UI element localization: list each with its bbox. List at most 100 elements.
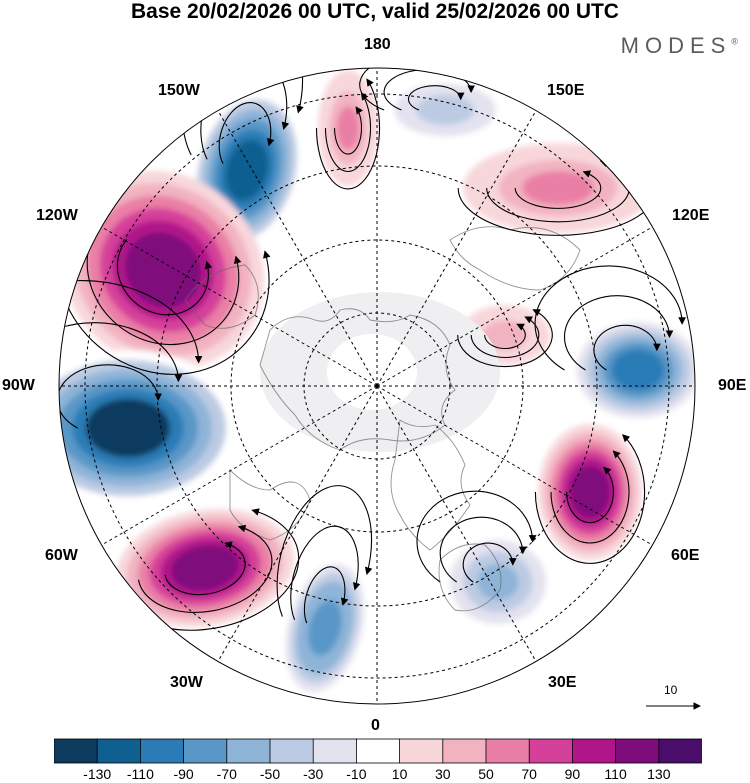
latitude-circle bbox=[156, 165, 598, 607]
streamline bbox=[164, 541, 246, 596]
lon-label-0: 0 bbox=[371, 717, 380, 734]
streamline bbox=[593, 324, 661, 371]
latitude-circle bbox=[230, 239, 524, 533]
streamline bbox=[416, 490, 537, 583]
lon-label-30w: 30W bbox=[170, 674, 203, 691]
lon-label-30e: 30E bbox=[548, 674, 577, 691]
anomaly-high-180 bbox=[318, 70, 378, 186]
streamline bbox=[407, 85, 465, 111]
streamline bbox=[276, 485, 373, 617]
colorbar-swatch bbox=[355, 738, 401, 764]
colorbar-tick-label: -10 bbox=[346, 766, 367, 782]
anomaly-low-30e bbox=[443, 534, 553, 630]
streamline bbox=[200, 68, 290, 160]
meridian-line bbox=[217, 385, 378, 662]
colorbar-tick-label: 30 bbox=[435, 766, 451, 782]
lon-label-180: 180 bbox=[364, 36, 391, 53]
colorbar-tick-label: -130 bbox=[83, 766, 112, 782]
lon-label-120e: 120E bbox=[672, 207, 710, 224]
streamline bbox=[86, 218, 242, 346]
lon-label-150w: 150W bbox=[158, 82, 200, 99]
lon-label-60w: 60W bbox=[45, 547, 78, 564]
colorbar-swatch bbox=[183, 738, 228, 764]
streamline bbox=[218, 102, 275, 164]
meridian-line bbox=[376, 385, 653, 546]
streamline bbox=[534, 265, 686, 371]
brand-name: MODES bbox=[620, 33, 732, 58]
anomaly-contour bbox=[522, 171, 594, 205]
colorbar-tick-label: 90 bbox=[564, 766, 581, 782]
anomaly-contour bbox=[171, 545, 239, 591]
colorbar-tick-label: -90 bbox=[173, 766, 194, 782]
colorbar-tick-label: -50 bbox=[259, 766, 281, 782]
streamline bbox=[315, 78, 381, 190]
anomaly-contour bbox=[423, 98, 467, 122]
lon-label-60e: 60E bbox=[671, 547, 700, 564]
streamline bbox=[59, 322, 183, 429]
anomaly-layer bbox=[59, 70, 695, 702]
anomaly-contour bbox=[225, 139, 269, 201]
colorbar-swatch bbox=[485, 738, 530, 764]
streamline bbox=[550, 450, 630, 544]
anomaly-contour bbox=[86, 398, 170, 458]
streamline bbox=[439, 516, 527, 583]
colorbar-tick-label: 70 bbox=[521, 766, 537, 782]
streamline bbox=[59, 198, 271, 375]
colorbar-tick-label: 110 bbox=[604, 766, 627, 782]
streamline bbox=[566, 466, 614, 524]
latitude-circle bbox=[84, 93, 670, 679]
anomaly-contour bbox=[477, 564, 519, 600]
colorbar-tick-label: -70 bbox=[216, 766, 237, 782]
streamline bbox=[116, 239, 213, 316]
pole-region bbox=[260, 292, 500, 452]
graticule bbox=[59, 68, 695, 704]
colorbar bbox=[54, 738, 702, 764]
colorbar-tick-label: -110 bbox=[126, 766, 154, 782]
colorbar-tick-label: 130 bbox=[647, 766, 671, 782]
colorbar-swatch bbox=[96, 738, 142, 764]
colorbar-swatch bbox=[572, 738, 617, 764]
colorbar-swatch bbox=[399, 738, 444, 764]
streamline bbox=[457, 309, 553, 368]
meridian-line bbox=[101, 226, 378, 387]
streamline bbox=[470, 316, 540, 359]
anomaly-low-90w bbox=[59, 350, 240, 506]
anomaly-high-120w bbox=[62, 170, 264, 370]
brand-logo: MODES® bbox=[621, 33, 738, 59]
streamline bbox=[484, 323, 526, 349]
lon-label-90w: 90W bbox=[2, 377, 35, 394]
anomaly-low-165e bbox=[387, 80, 503, 140]
streamline bbox=[324, 92, 372, 173]
meridian-line bbox=[217, 110, 378, 387]
anomaly-low-90e bbox=[568, 315, 695, 425]
colorbar-swatch bbox=[140, 738, 185, 764]
brand-mark: ® bbox=[731, 36, 738, 47]
colorbar-swatch bbox=[615, 738, 660, 764]
anomaly-contour bbox=[336, 106, 360, 150]
colorbar-swatch bbox=[528, 738, 574, 764]
colorbar-tick-label: 50 bbox=[478, 766, 494, 782]
anomaly-contour bbox=[488, 323, 522, 347]
anomaly-high-60e bbox=[538, 424, 642, 560]
lon-label-120w: 120W bbox=[36, 207, 78, 224]
lon-label-90e: 90E bbox=[718, 377, 747, 394]
anomaly-contour bbox=[611, 349, 665, 391]
latitude-circle bbox=[303, 312, 451, 460]
colorbar-tick-label: -30 bbox=[303, 766, 324, 782]
colorbar-swatch bbox=[658, 738, 702, 764]
colorbar-swatch bbox=[226, 738, 271, 764]
colorbar-swatch bbox=[312, 738, 358, 764]
meridian-line bbox=[376, 226, 653, 387]
anomaly-contour bbox=[125, 232, 201, 308]
streamline bbox=[333, 106, 364, 155]
colorbar-swatch bbox=[54, 738, 98, 764]
streamline bbox=[359, 68, 486, 111]
map-boundary bbox=[58, 67, 696, 705]
streamline bbox=[534, 434, 646, 564]
anomaly-contour bbox=[570, 466, 610, 518]
meridian-line bbox=[376, 385, 537, 662]
anomaly-contour bbox=[308, 600, 342, 656]
colorbar-tick-label: 10 bbox=[391, 766, 408, 782]
lon-label-150e: 150E bbox=[547, 82, 585, 99]
